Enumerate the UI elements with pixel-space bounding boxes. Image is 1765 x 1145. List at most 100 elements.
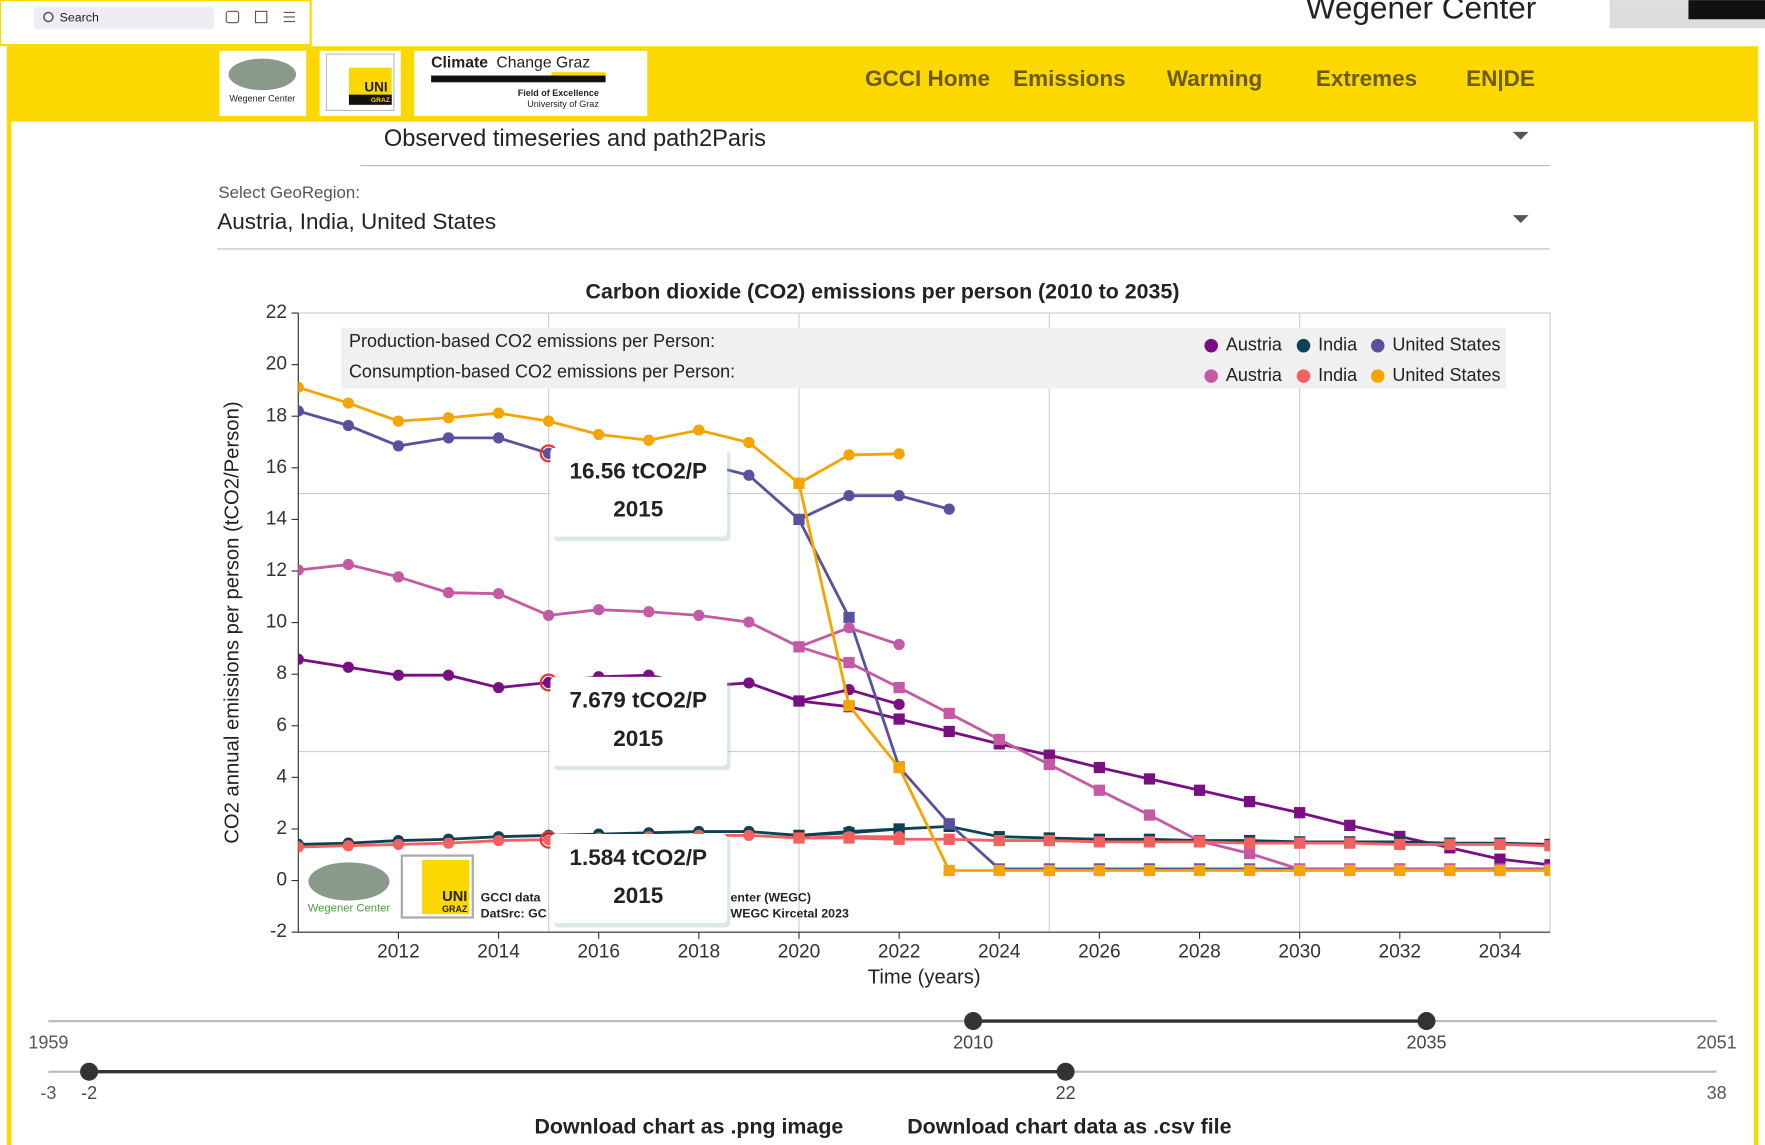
- dropdown-value[interactable]: Austria, India, United States: [217, 209, 496, 234]
- legend-label: Austria: [1226, 365, 1283, 385]
- point: [843, 449, 855, 461]
- chart-title: Carbon dioxide (CO2) emissions per perso…: [586, 279, 1180, 303]
- search-icon: [43, 11, 54, 23]
- slider-handle[interactable]: [1417, 1012, 1436, 1031]
- point: [1444, 838, 1456, 851]
- dropdown-arrow[interactable]: [1512, 215, 1529, 223]
- ccg-bar-yellow: [551, 72, 606, 76]
- slider-handle-label: -2: [81, 1083, 97, 1103]
- point: [1294, 807, 1306, 819]
- nav-link[interactable]: Emissions: [1013, 66, 1126, 91]
- point: [793, 477, 805, 489]
- point: [442, 669, 455, 681]
- point: [1193, 836, 1206, 848]
- nav-link[interactable]: Extremes: [1316, 66, 1417, 91]
- point: [743, 616, 755, 628]
- point: [693, 609, 705, 621]
- point: [943, 707, 955, 720]
- tooltip: [550, 447, 728, 537]
- footer-globe: [308, 862, 390, 901]
- uni-text: UNI: [364, 79, 387, 94]
- point: [843, 611, 855, 624]
- tooltip-value: 7.679 tCO2/P: [569, 688, 707, 713]
- nav-link[interactable]: Warming: [1167, 66, 1262, 91]
- slider-handle-label: 2035: [1406, 1032, 1446, 1052]
- dropdown-label: Select GeoRegion:: [218, 183, 360, 202]
- point: [1093, 864, 1106, 877]
- x-tick-label: 2034: [1479, 941, 1522, 962]
- extension-icon[interactable]: [254, 10, 268, 24]
- ccg-bar: [431, 75, 606, 83]
- x-axis-label: Time (years): [868, 967, 981, 989]
- download-link[interactable]: Download chart as .png image: [534, 1115, 843, 1139]
- series-line: [798, 836, 1551, 848]
- x-tick-label: 2016: [577, 941, 620, 962]
- point: [993, 733, 1005, 746]
- slider-handle[interactable]: [80, 1062, 99, 1081]
- point: [1243, 864, 1256, 877]
- point: [1093, 784, 1106, 796]
- point: [1544, 840, 1551, 852]
- nav-link[interactable]: GCCI Home: [865, 66, 990, 91]
- footer-graz-text: GRAZ: [442, 904, 468, 914]
- point: [298, 653, 304, 665]
- search-box[interactable]: [33, 6, 214, 30]
- point: [893, 681, 905, 694]
- dropdown-value[interactable]: Observed timeseries and path2Paris: [384, 126, 766, 152]
- point: [442, 587, 455, 599]
- point: [1093, 836, 1106, 848]
- point: [943, 818, 955, 830]
- tooltip-value: 16.56 tCO2/P: [569, 458, 707, 483]
- point: [993, 834, 1005, 847]
- point: [1243, 837, 1256, 849]
- point: [1043, 758, 1055, 771]
- point: [1494, 853, 1506, 865]
- point: [643, 434, 655, 446]
- legend-label: United States: [1392, 334, 1500, 354]
- x-tick-label: 2028: [1178, 941, 1221, 962]
- slider-max: 38: [1707, 1083, 1727, 1103]
- slider-handle[interactable]: [1056, 1062, 1075, 1081]
- slider-handle-label: 2010: [953, 1032, 993, 1052]
- point: [743, 677, 755, 689]
- series-layer: [298, 381, 1551, 877]
- point: [1043, 864, 1055, 877]
- point: [392, 838, 405, 851]
- tooltip-year: 2015: [613, 497, 663, 522]
- pocket-icon[interactable]: [225, 10, 240, 24]
- slider-handle[interactable]: [964, 1012, 983, 1031]
- legend-row-label: Production-based CO2 emissions per Perso…: [349, 331, 715, 351]
- point: [793, 513, 805, 526]
- y-tick-label: 6: [276, 715, 287, 736]
- footer-text: enter (WEGC): [731, 891, 811, 905]
- tooltip: [550, 676, 728, 766]
- footer-uni-text: UNI: [442, 889, 467, 905]
- point: [298, 381, 304, 393]
- y-tick-label: 0: [276, 870, 287, 891]
- corner-logo-dark: [1688, 0, 1765, 20]
- footer-logo-text: Wegener Center: [308, 902, 391, 914]
- legend-label: India: [1318, 334, 1358, 354]
- dropdown-arrow[interactable]: [1512, 131, 1529, 140]
- point: [442, 432, 455, 444]
- slider-max: 2051: [1697, 1032, 1737, 1052]
- point: [893, 638, 905, 651]
- site-title: Wegener Center: [1306, 0, 1537, 26]
- point: [1093, 761, 1106, 774]
- point: [342, 558, 354, 571]
- legend-label: United States: [1392, 365, 1500, 385]
- point: [793, 641, 805, 653]
- point: [342, 419, 354, 432]
- point: [1394, 838, 1406, 851]
- point: [1494, 838, 1506, 851]
- ccg-logo[interactable]: [414, 50, 648, 117]
- download-link[interactable]: Download chart data as .csv file: [907, 1115, 1231, 1139]
- menu-icon[interactable]: [283, 11, 295, 23]
- legend-label: India: [1318, 365, 1358, 385]
- point: [442, 412, 455, 424]
- ccg-sub1: Field of Excellence: [518, 88, 599, 98]
- nav-link[interactable]: EN|DE: [1466, 66, 1535, 91]
- y-tick-label: 4: [276, 766, 287, 787]
- footer-text: WEGC Kircetal 2023: [731, 906, 849, 920]
- point: [693, 424, 705, 436]
